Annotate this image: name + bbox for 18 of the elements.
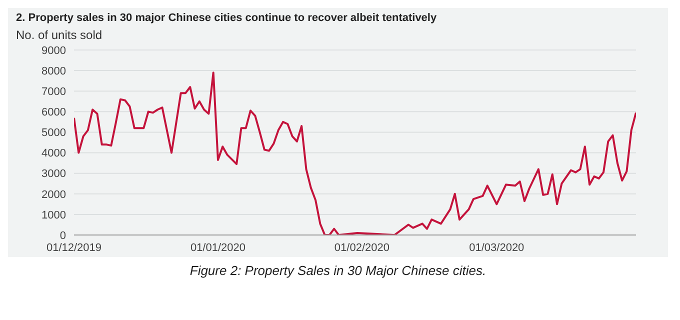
y-tick-label: 8000: [42, 65, 66, 78]
x-tick-label: 01/01/2020: [190, 242, 246, 254]
x-tick-label: 01/03/2020: [469, 242, 524, 254]
y-tick-label: 3000: [42, 168, 66, 180]
chart-title: 2. Property sales in 30 major Chinese cities continue to recover albeit tentatively: [16, 12, 438, 24]
x-tick-label: 01/12/2019: [46, 242, 102, 254]
y-tick-label: 4000: [42, 148, 66, 160]
line-series: [74, 72, 636, 235]
x-tick-label: 01/02/2020: [334, 242, 390, 254]
caption: Figure 2: Property Sales in 30 Major Chinese cities.: [188, 263, 488, 278]
y-tick-label: 6000: [42, 106, 66, 119]
y-tick-label: 5000: [42, 127, 66, 140]
y-tick-label: 0: [60, 230, 66, 242]
y-tick-label: 7000: [42, 86, 66, 98]
y-axis-title: No. of units sold: [16, 28, 104, 42]
y-tick-label: 9000: [42, 44, 66, 57]
y-tick-label: 2000: [42, 188, 66, 201]
y-tick-label: 1000: [42, 209, 66, 222]
